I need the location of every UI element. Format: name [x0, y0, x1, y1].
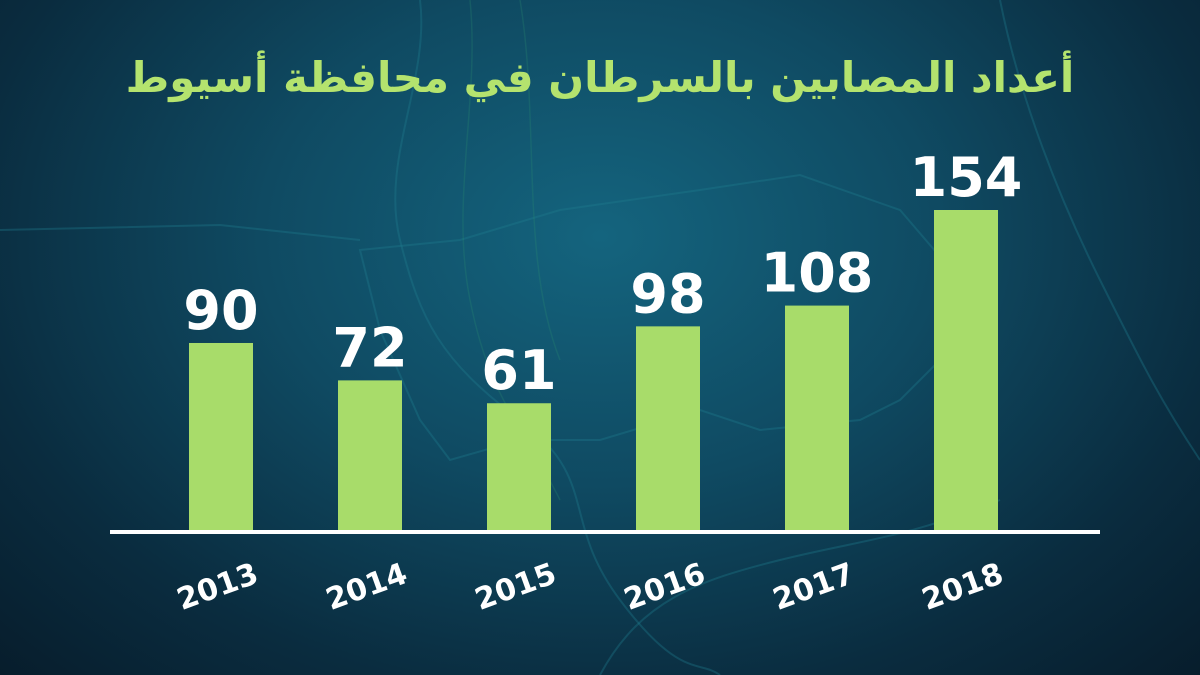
bar-2015 — [487, 403, 551, 530]
tick-label-2015: 2015 — [471, 556, 561, 617]
value-label-2017: 108 — [761, 242, 874, 305]
bar-2016 — [636, 326, 700, 530]
bar-2014 — [338, 380, 402, 530]
tick-label-2016: 2016 — [620, 556, 710, 617]
tick-label-2014: 2014 — [322, 556, 412, 617]
chart-title: أعداد المصابين بالسرطان في محافظة أسيوط — [125, 53, 1075, 102]
tick-label-2017: 2017 — [769, 556, 859, 617]
value-label-2016: 98 — [630, 262, 705, 325]
bar-2017 — [785, 305, 849, 530]
value-label-2018: 154 — [910, 146, 1023, 209]
value-label-2013: 90 — [183, 279, 258, 342]
value-label-2014: 72 — [332, 316, 407, 379]
bar-2018 — [934, 210, 998, 530]
tick-label-2018: 2018 — [918, 556, 1008, 617]
tick-label-2013: 2013 — [173, 556, 263, 617]
bar-2013 — [189, 342, 253, 530]
value-label-2015: 61 — [481, 339, 556, 402]
